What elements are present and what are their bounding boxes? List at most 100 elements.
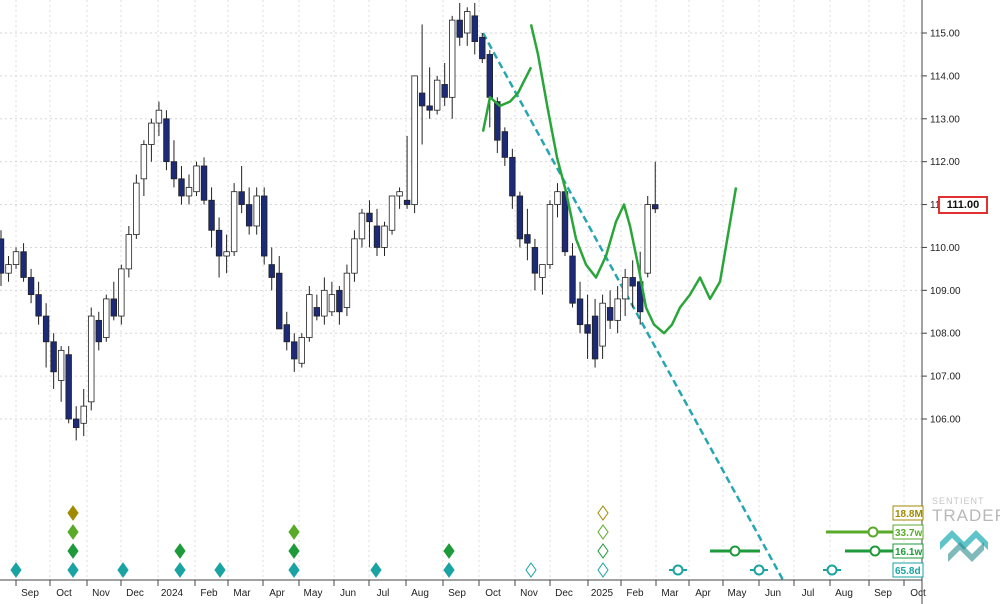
candle-down <box>238 191 245 205</box>
candle-up <box>125 234 133 270</box>
y-tick-label: 106.00 <box>930 415 961 426</box>
y-tick-label: 108.00 <box>930 329 961 340</box>
cycle-diamond-icon <box>597 505 609 521</box>
candle-down <box>486 54 493 98</box>
candle-up <box>133 182 140 235</box>
candle-down <box>65 354 72 420</box>
x-tick-label: Sep <box>874 588 892 599</box>
candle-down <box>260 195 268 257</box>
candle-down <box>606 307 614 321</box>
cycle-diamond-icon <box>597 543 609 559</box>
x-tick-label: 2024 <box>161 588 184 599</box>
cycle-diamond-icon <box>288 543 300 559</box>
cycle-label-box <box>892 543 924 559</box>
candles-group <box>0 2 659 441</box>
cycle-label-text: 65.8d <box>895 566 921 577</box>
x-tick-label: May <box>728 588 747 599</box>
candle-up <box>328 294 336 313</box>
y-tick-label: 115.00 <box>930 29 960 40</box>
x-tick-label: Dec <box>555 588 573 599</box>
cycle-diamond-icon <box>67 543 79 559</box>
candle-down <box>524 234 531 244</box>
candle-down <box>509 156 516 197</box>
cycle-diamond-icon <box>597 562 609 578</box>
candle-up <box>103 298 110 338</box>
x-tick-label: Feb <box>200 588 218 599</box>
candle-up <box>57 349 65 381</box>
x-tick-label: Oct <box>910 588 926 599</box>
cycle-diamond-icon <box>67 505 79 521</box>
cycle-label-text: 16.1w <box>895 547 922 558</box>
x-tick-label: Jun <box>340 588 356 599</box>
candle-up <box>223 251 230 257</box>
x-tick-label: Oct <box>56 588 72 599</box>
cycle-diamond-icon <box>174 543 186 559</box>
candle-down <box>178 178 185 197</box>
candle-down <box>276 272 283 330</box>
candle-up <box>298 337 305 364</box>
candle-down <box>494 101 501 141</box>
candle-up <box>381 225 388 248</box>
candle-down <box>456 19 463 38</box>
candle-down <box>629 277 636 287</box>
cycle-diamond-icon <box>117 562 129 578</box>
candle-up <box>644 204 651 274</box>
candle-down <box>35 294 42 317</box>
candle-down <box>516 195 524 240</box>
cycle-label-box <box>892 562 924 578</box>
cycle-diamond-icon <box>288 524 300 540</box>
x-tick-label: Aug <box>835 588 853 599</box>
y-tick-label: 113.00 <box>930 114 960 125</box>
cycle-diamond-icon <box>174 562 186 578</box>
x-tick-label: Dec <box>126 588 144 599</box>
y-tick-label: 107.00 <box>930 372 961 383</box>
cycle-label-text: 33.7w <box>895 528 922 539</box>
y-tick-label: 114.00 <box>930 71 960 82</box>
candle-up <box>433 79 441 111</box>
cycle-markers-group <box>10 505 841 578</box>
candle-down <box>42 315 50 343</box>
candle-down <box>584 324 591 334</box>
cycle-label-box <box>892 524 924 540</box>
candle-up <box>185 186 193 197</box>
cycle-diamond-icon <box>370 562 382 578</box>
candle-down <box>50 341 57 373</box>
logo-text-bottom: TRADER <box>932 506 1000 525</box>
logo-text-top: SENTIENT <box>932 496 985 506</box>
candle-up <box>253 195 260 227</box>
candle-up <box>614 298 621 321</box>
cycle-projection-line <box>529 24 738 335</box>
candle-down <box>501 131 509 158</box>
candle-down <box>441 84 448 98</box>
candle-up <box>396 191 403 197</box>
candle-down <box>652 204 659 210</box>
candle-down <box>291 341 298 360</box>
x-tick-label: Mar <box>661 588 679 599</box>
x-tick-label: Oct <box>485 588 501 599</box>
x-tick-label: Nov <box>520 588 538 599</box>
candle-up <box>306 294 313 338</box>
candle-down <box>336 289 343 313</box>
candle-up <box>599 302 606 347</box>
candle-up <box>539 264 546 278</box>
cycle-labels-group: 18.8M 33.7w 16.1w 65.8d <box>826 505 924 578</box>
candle-down <box>170 161 178 180</box>
candle-down <box>0 238 5 274</box>
cycle-diamond-icon <box>525 562 537 578</box>
candle-up <box>12 251 20 266</box>
candle-up <box>80 405 87 424</box>
candle-down <box>208 199 215 231</box>
x-axis: Sep Oct Nov Dec 2024 Feb Mar Apr May Jun Jul Aug Sep… <box>0 579 926 599</box>
candle-up <box>554 191 561 205</box>
candle-down <box>163 118 170 163</box>
candle-down <box>471 15 478 42</box>
candle-down <box>200 165 208 201</box>
future-cycle-circle-icon <box>753 564 765 576</box>
candle-down <box>73 418 80 428</box>
x-tick-label: Sep <box>21 588 39 599</box>
candle-up <box>464 11 471 34</box>
candle-up <box>148 122 155 145</box>
candle-down <box>110 298 117 317</box>
candle-down <box>373 225 381 248</box>
cycle-diamond-icon <box>67 562 79 578</box>
